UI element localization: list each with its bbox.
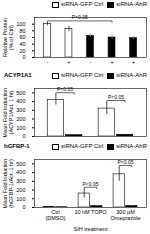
svg-text:+: + (67, 59, 70, 65)
svg-text:Relative Protein(% of Ctrl): Relative Protein(% of Ctrl) (2, 18, 14, 57)
svg-text:P<0.05: P<0.05 (118, 159, 134, 165)
svg-text:Mean Fold Induction(ACYP1/Act.: Mean Fold Induction(ACYP1/Act. 1 hr) (2, 88, 14, 138)
html-text:siRNA-AhR: siRNA-AhR (116, 143, 147, 149)
svg-text:100: 100 (16, 196, 25, 202)
svg-text:+: + (110, 59, 113, 65)
svg-text:60: 60 (19, 34, 25, 40)
html-text:ACYP1A1: ACYP1A1 (4, 72, 32, 78)
svg-text:80: 80 (19, 28, 25, 34)
svg-text:P<0.05: P<0.05 (108, 94, 124, 100)
svg-text:400: 400 (16, 98, 25, 104)
html-text:siRNA-AhR: siRNA-AhR (116, 1, 147, 7)
html-text:hGFBP-1: hGFBP-1 (4, 143, 30, 149)
html-text:siRNA-GFP Ctrl: siRNA-GFP Ctrl (61, 72, 104, 78)
svg-text:300: 300 (16, 107, 25, 113)
svg-text:P<0.05: P<0.05 (83, 181, 99, 187)
svg-text:0: 0 (22, 54, 25, 60)
svg-text:100: 100 (16, 21, 25, 27)
svg-text:400: 400 (16, 169, 25, 175)
svg-text:500: 500 (16, 90, 25, 96)
svg-text:Ctrl(DMSO): Ctrl(DMSO) (45, 209, 65, 221)
svg-text:500: 500 (16, 161, 25, 167)
svg-text:100: 100 (16, 125, 25, 131)
html-text:siRNA-GFP Ctrl: siRNA-GFP Ctrl (61, 1, 104, 7)
svg-text:Mean Fold Induction(hGFBP-1/Ac: Mean Fold Induction(hGFBP-1/Act. 1 hr) (2, 159, 14, 209)
svg-text:200: 200 (16, 187, 25, 193)
svg-text:SIH treatment: SIH treatment (74, 226, 108, 232)
svg-text:10 nM TOPO: 10 nM TOPO (74, 209, 107, 215)
svg-text:300 µMOmeprazole: 300 µMOmeprazole (111, 209, 141, 221)
svg-text:20: 20 (19, 48, 25, 54)
svg-text:-: - (47, 59, 49, 65)
svg-text:-: - (90, 59, 92, 65)
svg-text:40: 40 (19, 41, 25, 47)
svg-text:0: 0 (22, 204, 25, 210)
html-text:siRNA-AhR: siRNA-AhR (116, 72, 147, 78)
html-text:siRNA-GFP Ctrl: siRNA-GFP Ctrl (61, 143, 104, 149)
svg-text:+: + (132, 59, 135, 65)
svg-text:200: 200 (16, 116, 25, 122)
svg-text:300: 300 (16, 178, 25, 184)
svg-text:P<0.05: P<0.05 (57, 86, 73, 92)
svg-text:0: 0 (22, 133, 25, 139)
svg-text:P<0.05: P<0.05 (71, 14, 88, 21)
